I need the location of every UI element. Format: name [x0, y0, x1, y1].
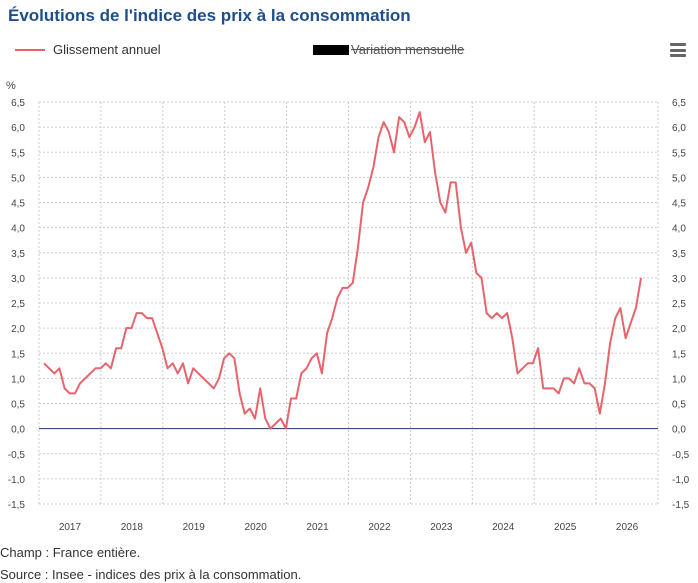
x-tick-label: 2020 — [245, 522, 268, 533]
y-tick-label-right: 4,0 — [672, 224, 686, 235]
hamburger-menu-icon[interactable] — [670, 43, 686, 57]
legend-label: Glissement annuel — [53, 42, 161, 57]
y-tick-label-right: -1,0 — [672, 475, 690, 486]
y-axis-unit-label: % — [6, 80, 16, 92]
y-tick-label-right: -1,5 — [672, 500, 690, 511]
x-tick-label: 2017 — [59, 522, 82, 533]
y-tick-label-right: 2,5 — [672, 299, 686, 310]
y-tick-label-right: -0,5 — [672, 450, 690, 461]
y-tick-label-right: 4,5 — [672, 199, 686, 210]
x-tick-label: 2026 — [616, 522, 639, 533]
series-line-glissement-annuel — [43, 111, 642, 430]
y-tick-label-left: 3,0 — [11, 274, 25, 285]
y-tick-label-right: 5,0 — [672, 173, 686, 184]
x-tick-label: 2024 — [492, 522, 515, 533]
y-tick-label-right: 6,0 — [672, 123, 686, 134]
y-tick-label-right: 6,5 — [672, 98, 686, 109]
y-tick-label-left: 0,0 — [11, 425, 25, 436]
y-tick-label-left: 1,5 — [11, 349, 25, 360]
y-tick-label-left: 6,5 — [11, 98, 25, 109]
y-tick-label-left: 5,0 — [11, 173, 25, 184]
legend-item-glissement-annuel[interactable]: Glissement annuel — [15, 42, 161, 57]
x-tick-label: 2025 — [554, 522, 577, 533]
legend-item-variation-mensuelle[interactable]: Variation mensuelle — [313, 42, 464, 57]
line-chart: -1,5 -1,5 -1,0 -1,0 -0,5 -0,5 0,0 0,0 0,5 0,5 1,0 1… — [6, 80, 690, 533]
y-tick-label-left: 5,5 — [11, 148, 25, 159]
y-tick-label-right: 1,0 — [672, 374, 686, 385]
legend-swatch-redacted — [313, 44, 349, 55]
x-tick-label: 2018 — [121, 522, 144, 533]
chart-title: Évolutions de l'indice des prix à la con… — [8, 6, 411, 25]
y-tick-label-left: -1,5 — [8, 500, 26, 511]
y-tick-label-left: 4,5 — [11, 199, 25, 210]
x-tick-label: 2021 — [306, 522, 329, 533]
y-tick-label-left: 2,5 — [11, 299, 25, 310]
y-tick-label-right: 1,5 — [672, 349, 686, 360]
y-tick-label-right: 2,0 — [672, 324, 686, 335]
x-tick-label: 2019 — [183, 522, 206, 533]
x-tick-label: 2023 — [430, 522, 453, 533]
y-tick-label-left: 3,5 — [11, 249, 25, 260]
y-tick-label-left: 4,0 — [11, 224, 25, 235]
y-tick-label-left: -0,5 — [8, 450, 26, 461]
y-tick-label-right: 3,0 — [672, 274, 686, 285]
y-tick-label-left: 1,0 — [11, 374, 25, 385]
y-tick-label-left: -1,0 — [8, 475, 26, 486]
y-tick-label-right: 5,5 — [672, 148, 686, 159]
y-tick-label-left: 0,5 — [11, 400, 25, 411]
y-tick-label-left: 6,0 — [11, 123, 25, 134]
footnote-source: Source : Insee - indices des prix à la c… — [0, 567, 302, 582]
y-tick-label-right: 0,5 — [672, 400, 686, 411]
y-tick-label-left: 2,0 — [11, 324, 25, 335]
legend-label: Variation mensuelle — [351, 42, 465, 57]
x-tick-label: 2022 — [368, 522, 391, 533]
y-tick-label-right: 0,0 — [672, 425, 686, 436]
footnote-champ: Champ : France entière. — [0, 545, 141, 560]
y-tick-label-right: 3,5 — [672, 249, 686, 260]
legend-line-marker — [15, 48, 45, 51]
